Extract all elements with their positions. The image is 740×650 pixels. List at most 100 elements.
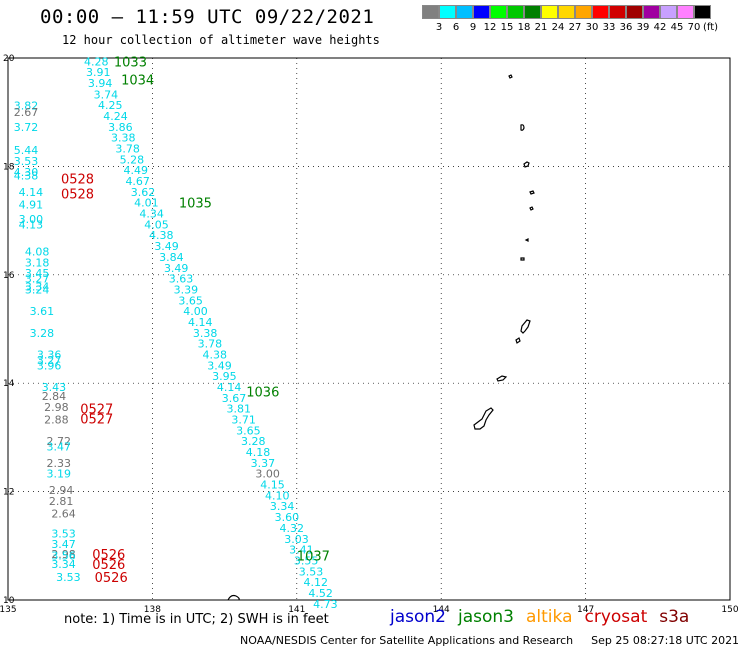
- legend-label: 3: [435, 22, 443, 33]
- pass-time-label: 1034: [121, 74, 154, 89]
- swh-value: 4.01: [134, 197, 159, 210]
- color-legend: 3 6 9 12 15 18 21 24 27 30 33 36 39 42 45 70 (ft): [422, 5, 718, 33]
- pass-time-label: 1037: [297, 550, 330, 565]
- swh-value: 3.37: [251, 457, 275, 470]
- swh-value: 3.38: [193, 327, 218, 340]
- lon-tick-label: 138: [144, 605, 161, 615]
- swh-value: 3.28: [241, 435, 266, 448]
- swh-value: 2.88: [44, 414, 69, 427]
- lon-tick-label: 147: [577, 605, 594, 615]
- swh-value: 3.00: [255, 468, 280, 481]
- swh-value: 3.63: [169, 273, 194, 286]
- island-pagan: [529, 206, 534, 211]
- swh-value: 4.14: [188, 316, 213, 329]
- credit-text: NOAA/NESDIS Center for Satellite Applica…: [240, 634, 574, 647]
- legend-labels: 3 6 9 12 15 18 21 24 27 30 33 36 39 42 45 70 (ft): [422, 22, 740, 34]
- swh-value: 3.71: [231, 414, 256, 427]
- swh-value: 3.72: [14, 121, 39, 134]
- island-saipan: [520, 319, 531, 334]
- swh-value: 3.78: [115, 143, 140, 156]
- island-farallon-de-pajaros: [508, 74, 513, 79]
- legend-color-box: [507, 5, 524, 19]
- swh-value: 4.30: [14, 166, 39, 179]
- map-subtitle: 12 hour collection of altimeter wave hei…: [62, 33, 380, 47]
- legend-label: (ft): [702, 22, 719, 33]
- lat-tick-label: 10: [3, 596, 15, 606]
- swh-value: 3.47: [47, 441, 72, 454]
- swh-value: 3.62: [131, 186, 156, 199]
- swh-value: 3.61: [30, 305, 55, 318]
- legend-color-box: [592, 5, 609, 19]
- legend-label: 15: [500, 22, 514, 33]
- swh-value: 3.36: [37, 348, 62, 361]
- swh-value: 4.52: [308, 587, 333, 600]
- lat-tick-label: 18: [3, 162, 15, 172]
- lat-tick-label: 14: [3, 379, 15, 389]
- legend-label: 36: [619, 22, 633, 33]
- legend-label: 18: [517, 22, 531, 33]
- swh-value: 3.43: [42, 381, 66, 394]
- legend-label: 70: [687, 22, 701, 33]
- pass-time-label: 1035: [179, 197, 212, 212]
- lon-tick-label: 141: [288, 605, 305, 615]
- island-asuncion: [523, 161, 530, 168]
- pass-time-label: 0526: [95, 571, 128, 586]
- legend-color-box: [473, 5, 490, 19]
- swh-value: 3.96: [37, 359, 62, 372]
- legend-color-box: [677, 5, 694, 19]
- legend-label: 21: [534, 22, 548, 33]
- legend-label: 6: [452, 22, 460, 33]
- swh-value: 3.45: [25, 267, 49, 280]
- swh-value: 2.67: [14, 106, 39, 119]
- island-maug: [520, 124, 525, 131]
- legend-color-boxes: [422, 5, 711, 19]
- island-tinian: [515, 337, 521, 344]
- legend-color-box: [626, 5, 643, 19]
- swh-value: 2.98: [51, 548, 76, 561]
- satellite-cryosat: cryosat: [584, 607, 648, 627]
- island-rota: [496, 375, 508, 382]
- legend-label: 24: [551, 22, 565, 33]
- map-frame: [7, 57, 731, 601]
- swh-value: 4.67: [125, 175, 150, 188]
- swh-value: 4.38: [202, 348, 227, 361]
- satellite-s3a: s3a: [659, 607, 690, 627]
- data-labels: 3.822.673.725.443.534.304.384.144.913.00…: [14, 55, 338, 611]
- pass-time-label: 0528: [61, 188, 94, 203]
- island-anatahan: [520, 257, 525, 261]
- swh-value: 3.86: [108, 121, 133, 134]
- swh-value: 3.56: [51, 550, 76, 563]
- swh-value: 3.00: [19, 213, 44, 226]
- lon-tick-label: 150: [721, 605, 738, 615]
- legend-label: 12: [483, 22, 497, 33]
- swh-value: 3.47: [51, 538, 76, 551]
- swh-value: 4.14: [19, 186, 44, 199]
- pass-time-label: 0526: [92, 558, 125, 573]
- legend-label: 30: [585, 22, 599, 33]
- legend-color-box: [643, 5, 660, 19]
- map-grid: [7, 57, 731, 601]
- swh-value: 4.05: [144, 218, 169, 231]
- lon-tick-label: 135: [0, 605, 17, 615]
- swh-value: 3.55: [294, 554, 319, 567]
- footer-note: note: 1) Time is in UTC; 2) SWH is in fe…: [64, 612, 329, 627]
- swh-value: 3.34: [25, 281, 49, 294]
- swh-value: 2.33: [47, 457, 72, 470]
- map-title: 00:00 – 11:59 UTC 09/22/2021: [40, 6, 375, 28]
- swh-value: 3.78: [198, 338, 223, 351]
- swh-value: 4.18: [246, 446, 271, 459]
- swh-value: 3.84: [159, 251, 184, 264]
- pass-time-label: 0526: [92, 548, 125, 563]
- swh-value: 4.00: [183, 305, 208, 318]
- swh-value: 4.13: [19, 218, 44, 231]
- swh-value: 3.81: [227, 403, 252, 416]
- pass-time-label: 0527: [80, 403, 113, 418]
- swh-value: 3.49: [154, 240, 179, 253]
- pass-time-label: 1033: [114, 55, 147, 70]
- legend-color-box: [541, 5, 558, 19]
- swh-value: 2.94: [49, 484, 73, 497]
- swh-value: 2.98: [44, 401, 69, 414]
- swh-value: 4.32: [279, 522, 304, 535]
- legend-label: 9: [469, 22, 477, 33]
- legend-label: 39: [636, 22, 650, 33]
